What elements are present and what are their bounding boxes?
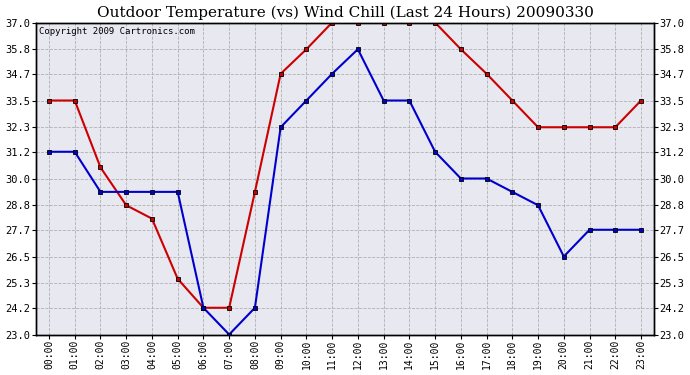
Text: Copyright 2009 Cartronics.com: Copyright 2009 Cartronics.com [39,27,195,36]
Title: Outdoor Temperature (vs) Wind Chill (Last 24 Hours) 20090330: Outdoor Temperature (vs) Wind Chill (Las… [97,6,593,20]
